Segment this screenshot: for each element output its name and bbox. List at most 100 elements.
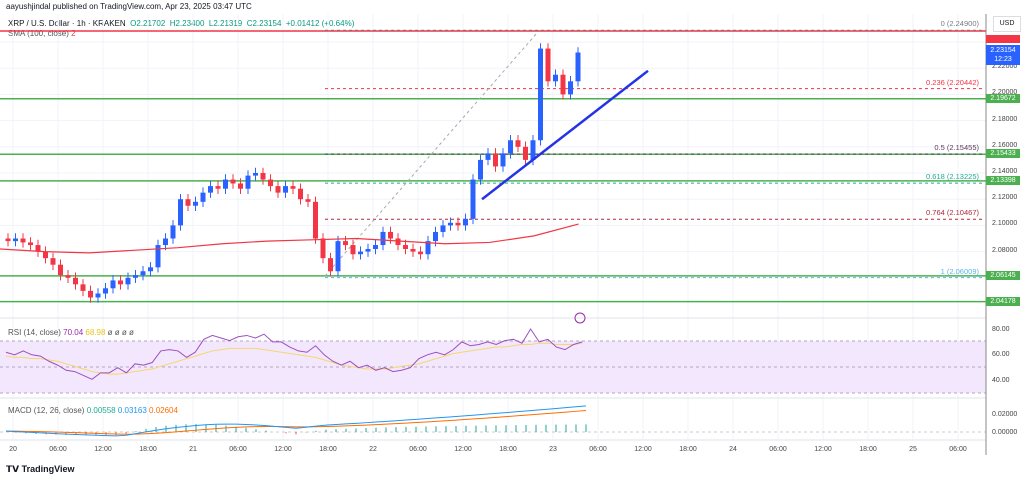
time-label: 06:00 <box>589 446 607 453</box>
candle-body <box>58 264 63 276</box>
time-label: 12:00 <box>274 446 292 453</box>
rsi-ma-value: 68.98 <box>85 328 106 337</box>
candle-body <box>538 48 543 141</box>
candle-body <box>178 199 183 226</box>
level-price-tag: 2.13398 <box>986 175 1020 185</box>
symbol-name[interactable]: XRP / U.S. Dollar · 1h · KRAKEN <box>8 19 126 28</box>
candle-body <box>448 222 453 226</box>
price-tick: 2.14000 <box>992 168 1018 175</box>
candle-body <box>478 159 483 180</box>
rsi-value: 70.04 <box>63 328 84 337</box>
candle-body <box>575 52 581 82</box>
fib-level-label: 0.764 (2.10467) <box>926 208 979 218</box>
candle-body <box>470 179 476 219</box>
candle-body <box>298 188 303 200</box>
publisher-line: aayushjindal published on TradingView.co… <box>6 2 252 11</box>
macd-legend[interactable]: MACD (12, 26, close) 0.00558 0.03163 0.0… <box>8 406 178 415</box>
candle-body <box>275 186 281 193</box>
brand-name: TradingView <box>21 464 75 474</box>
macd-signal-line <box>5 410 587 435</box>
candle-body <box>125 277 131 285</box>
candle-body <box>335 241 341 272</box>
candle-body <box>148 267 153 272</box>
sma-label: SMA (100, close) <box>8 29 69 38</box>
candle-body <box>508 140 513 154</box>
candle-body <box>515 140 521 147</box>
currency-button[interactable]: USD <box>993 16 1021 32</box>
close-value: C2.23154 <box>246 19 282 28</box>
time-label: 12:00 <box>94 446 112 453</box>
candle-body <box>343 241 348 246</box>
candle-body <box>245 175 251 189</box>
candle-body <box>373 245 378 249</box>
candle-body <box>185 199 191 206</box>
bar-countdown: 12:23 <box>994 56 1012 63</box>
level-price-tag: 2.19672 <box>986 93 1020 103</box>
candle-body <box>553 74 558 82</box>
time-label: 18:00 <box>859 446 877 453</box>
time-label: 20 <box>9 446 17 453</box>
level-price-tag: 2.06145 <box>986 270 1020 280</box>
macd-value: 0.03163 <box>117 406 147 415</box>
candle-body <box>95 293 101 298</box>
candle-body <box>208 186 213 193</box>
time-label: 12:00 <box>814 446 832 453</box>
price-tick: 2.16000 <box>992 141 1018 149</box>
candle-body <box>43 251 48 259</box>
candle-body <box>223 179 228 189</box>
time-label: 25 <box>909 446 917 453</box>
candle-body <box>560 74 566 95</box>
candle-body <box>260 173 266 180</box>
price-tick: 2.08000 <box>992 246 1018 254</box>
time-label: 06:00 <box>229 446 247 453</box>
low-value: L2.21319 <box>208 19 243 28</box>
candle-body <box>118 280 123 285</box>
candle-body <box>155 245 161 268</box>
candle-body <box>103 288 108 294</box>
price-tick: 2.10000 <box>992 220 1018 228</box>
sma-line <box>0 223 579 254</box>
time-label: 18:00 <box>319 446 337 453</box>
macd-line <box>5 405 587 437</box>
candle-body <box>5 238 11 242</box>
time-label: 12:00 <box>454 446 472 453</box>
candle-body <box>358 251 363 255</box>
candle-body <box>350 245 356 255</box>
sma-legend[interactable]: SMA (100, close) 2 <box>8 29 76 38</box>
candle-body <box>50 258 56 265</box>
candle-body <box>13 238 18 242</box>
candle-body <box>163 238 168 246</box>
level-price-tag: 2.04178 <box>986 296 1020 306</box>
time-label: 22 <box>369 446 377 453</box>
macd-tick: 0.00000 <box>992 429 1018 436</box>
current-price: 2.23154 <box>990 47 1016 54</box>
time-label: 12:00 <box>634 446 652 453</box>
candle-body <box>380 231 386 246</box>
candle-body <box>425 241 431 255</box>
tradingview-logo[interactable]: 𝗧𝗩 TradingView <box>6 464 74 475</box>
lightning-alert-icon <box>574 312 586 324</box>
candle-body <box>365 248 371 252</box>
time-label: 06:00 <box>769 446 787 453</box>
candle-body <box>328 258 333 272</box>
candle-body <box>20 238 26 243</box>
candle-body <box>388 231 393 239</box>
time-label: 06:00 <box>409 446 427 453</box>
rsi-tick: 80.00 <box>992 326 1010 333</box>
candle-body <box>410 248 416 252</box>
candle-body <box>140 271 146 276</box>
macd-hist-value: 0.00558 <box>86 406 116 415</box>
candle-body <box>320 238 326 259</box>
candle-body <box>313 201 318 239</box>
candle-body <box>463 218 468 226</box>
time-label: 06:00 <box>949 446 967 453</box>
candle-body <box>455 222 461 226</box>
fib-level-label: 0.5 (2.15455) <box>934 142 979 152</box>
rsi-legend[interactable]: RSI (14, close) 70.04 68.98 ø ø ø ø <box>8 328 134 337</box>
candle-body <box>238 183 243 189</box>
sma-value: 2 <box>71 29 76 38</box>
candle-body <box>493 153 498 167</box>
candle-body <box>523 146 528 160</box>
